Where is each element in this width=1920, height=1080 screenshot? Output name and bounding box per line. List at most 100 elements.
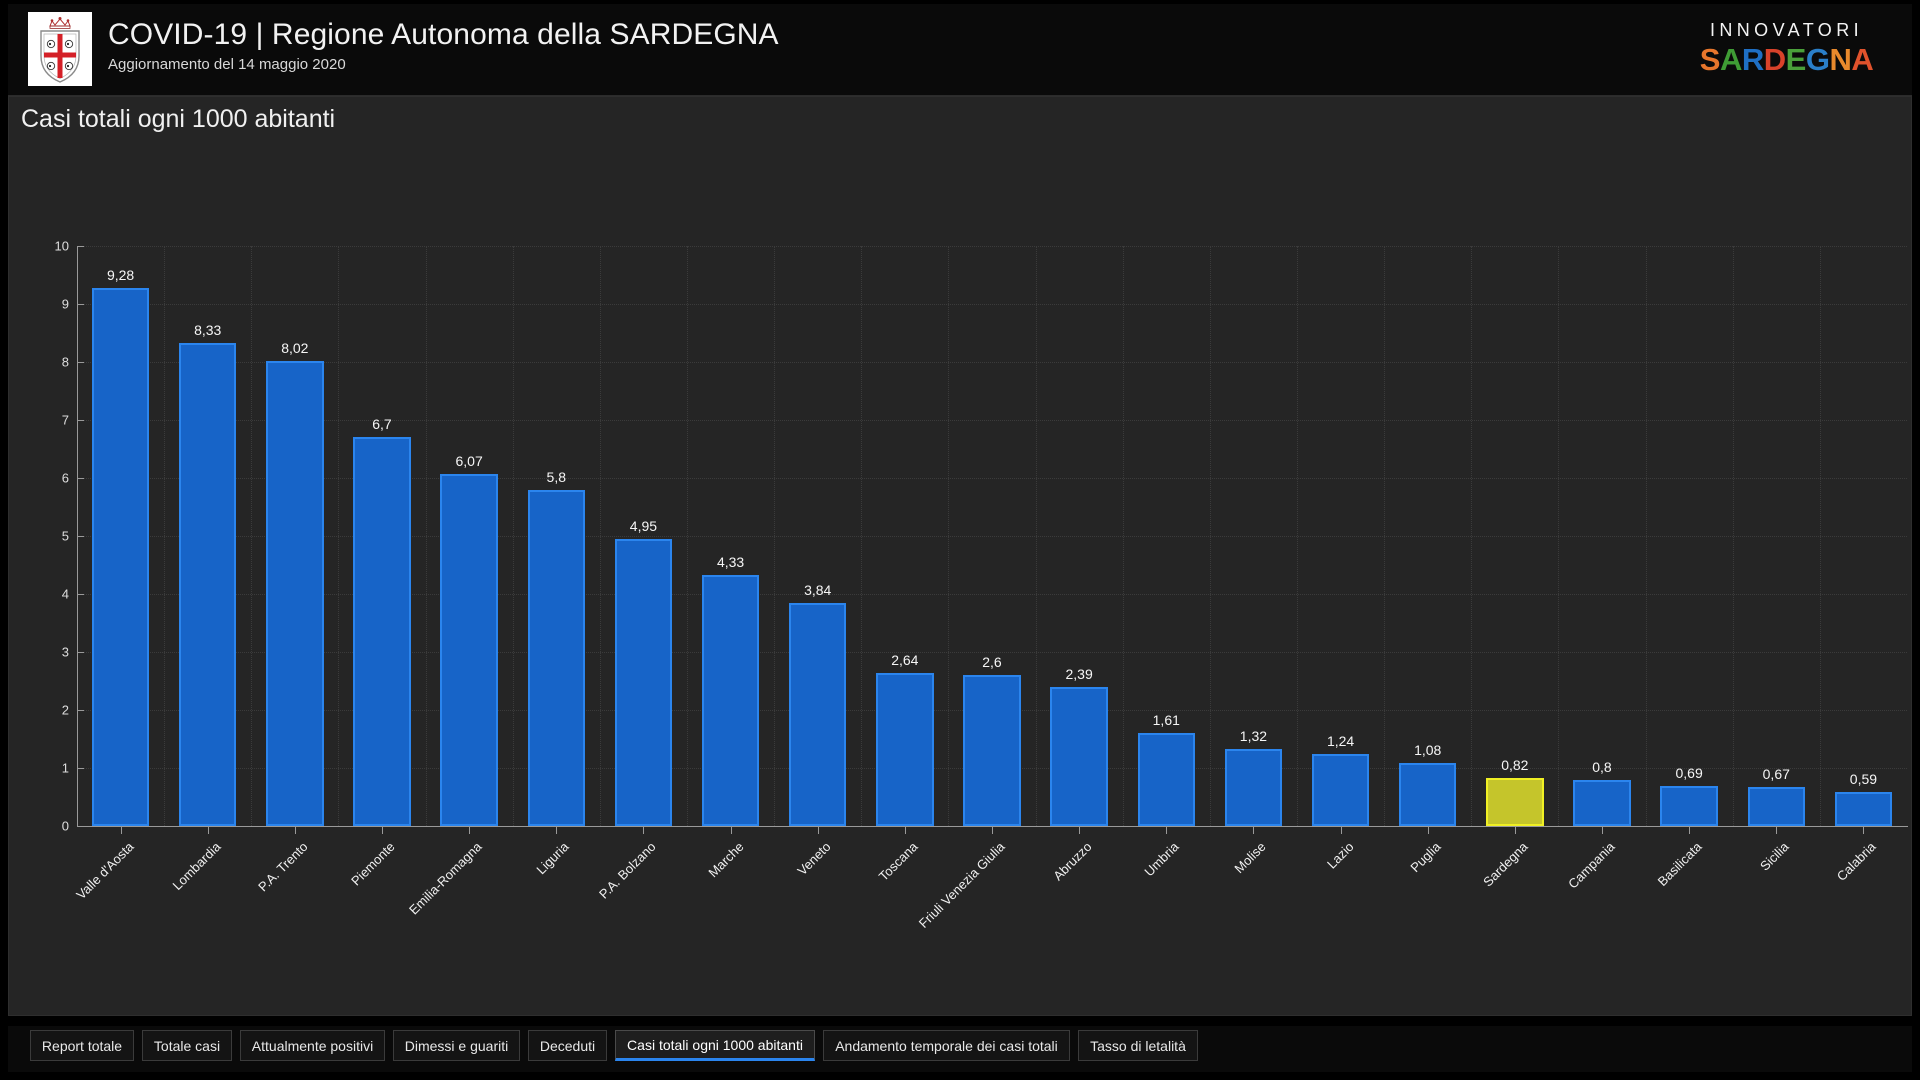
tab-dimessi-e-guariti[interactable]: Dimessi e guariti (393, 1030, 520, 1061)
bar-group[interactable]: 0,69 (1660, 246, 1718, 826)
bar-p-a-trento[interactable] (266, 360, 324, 826)
x-axis-category-label: Friuli Venezia Giulia (915, 839, 1008, 931)
gridline-vertical (338, 246, 340, 826)
bar-puglia[interactable] (1398, 763, 1457, 826)
bar-group[interactable]: 0,8 (1573, 246, 1631, 826)
bar-value-label: 1,32 (1239, 728, 1268, 745)
tab-deceduti[interactable]: Deceduti (528, 1030, 607, 1061)
bar-lazio[interactable] (1311, 754, 1370, 826)
bar-group[interactable]: 2,39 (1050, 246, 1108, 826)
gridline-horizontal (77, 652, 1907, 653)
x-axis-tick-mark (643, 827, 645, 834)
bar-friuli-venezia-giulia[interactable] (963, 675, 1021, 826)
x-axis-tick-mark (382, 827, 383, 834)
x-axis-tick-mark (992, 827, 993, 834)
x-axis-category-label: Basilicata (1654, 839, 1705, 889)
logo-letter-1: A (1719, 42, 1742, 77)
gridline-vertical (512, 246, 514, 826)
bar-piemonte[interactable] (353, 437, 411, 826)
y-axis-tick-mark (77, 304, 84, 305)
page-title: COVID-19 | Regione Autonoma della SARDEG… (108, 18, 779, 51)
bar-p-a-bolzano[interactable] (614, 538, 673, 826)
bar-group[interactable]: 8,02 (266, 246, 324, 826)
y-axis-tick-mark (77, 652, 84, 653)
x-axis-tick-mark (1514, 827, 1516, 834)
bar-valle-d-aosta[interactable] (91, 287, 150, 826)
bar-group[interactable]: 1,32 (1224, 246, 1283, 826)
bar-value-label: 2,39 (1065, 666, 1093, 683)
bar-group[interactable]: 8,33 (178, 246, 237, 826)
x-axis-category-label: Umbria (1141, 839, 1182, 880)
bar-group[interactable]: 0,82 (1486, 246, 1544, 826)
header-title-block: COVID-19 | Regione Autonoma della SARDEG… (108, 18, 779, 73)
bar-value-label: 2,64 (891, 651, 919, 668)
chart-panel: Casi totali ogni 1000 abitanti 9,28 8,33 8… (8, 96, 1912, 1016)
bar-campania[interactable] (1573, 779, 1631, 826)
x-axis-line (77, 826, 1908, 827)
x-axis-tick-mark (1689, 827, 1691, 834)
gridline-vertical (1471, 246, 1473, 826)
bar-group[interactable]: 0,67 (1747, 246, 1806, 826)
tab-andamento-temporale-dei-casi-totali[interactable]: Andamento temporale dei casi totali (823, 1030, 1070, 1061)
x-axis-tick-mark (1427, 827, 1429, 834)
x-axis-category-label: P.A. Bolzano (596, 839, 660, 902)
bar-basilicata[interactable] (1660, 785, 1718, 826)
gridline-vertical (599, 246, 601, 826)
x-axis-category-label: Lazio (1323, 839, 1357, 872)
bar-calabria[interactable] (1834, 791, 1893, 826)
bar-group[interactable]: 1,61 (1137, 246, 1196, 826)
logo-letter-4: E (1785, 42, 1807, 77)
y-axis-tick-mark (77, 362, 84, 363)
bar-group[interactable]: 4,33 (701, 246, 760, 826)
bar-veneto[interactable] (788, 603, 847, 826)
bar-group[interactable]: 2,6 (963, 246, 1021, 826)
bar-umbria[interactable] (1137, 732, 1196, 826)
x-axis-tick-mark (294, 827, 296, 834)
bar-emilia-romagna[interactable] (440, 473, 498, 826)
tab-report-totale[interactable]: Report totale (30, 1030, 134, 1061)
x-axis-tick-mark (1602, 827, 1603, 834)
bar-abruzzo[interactable] (1050, 687, 1108, 826)
y-axis-tick-label: 7 (61, 412, 69, 428)
bar-group[interactable]: 3,84 (788, 246, 847, 826)
bar-group[interactable]: 1,08 (1398, 246, 1457, 826)
bar-value-label: 5,8 (546, 468, 566, 485)
bar-sardegna[interactable] (1486, 778, 1544, 826)
x-axis-category-label: Emilia-Romagna (406, 839, 485, 918)
tab-attualmente-positivi[interactable]: Attualmente positivi (240, 1030, 385, 1061)
y-axis-tick-mark (77, 246, 84, 247)
bar-liguria[interactable] (527, 489, 586, 826)
y-axis-tick-label: 9 (61, 296, 69, 312)
bar-group[interactable]: 6,7 (353, 246, 411, 826)
bar-group[interactable]: 9,28 (91, 246, 150, 826)
chart-title: Casi totali ogni 1000 abitanti (21, 105, 336, 133)
bar-group[interactable]: 4,95 (614, 246, 673, 826)
bar-molise[interactable] (1224, 749, 1283, 826)
x-axis-tick-mark (207, 827, 209, 834)
bar-lombardia[interactable] (178, 342, 237, 826)
page-header: COVID-19 | Regione Autonoma della SARDEG… (8, 4, 1912, 96)
tab-totale-casi[interactable]: Totale casi (142, 1030, 232, 1061)
x-axis-category-label: P.A. Trento (255, 839, 311, 895)
bar-marche[interactable] (701, 574, 760, 826)
x-axis-category-label: Liguria (533, 839, 572, 878)
bar-group[interactable]: 1,24 (1311, 246, 1370, 826)
x-axis-tick-mark (904, 827, 906, 834)
x-axis-category-label: Valle d'Aosta (72, 839, 137, 903)
bar-toscana[interactable] (876, 672, 934, 826)
tab-casi-totali-ogni-1000-abitanti[interactable]: Casi totali ogni 1000 abitanti (615, 1030, 815, 1061)
x-axis-category-label: Marche (704, 839, 747, 881)
tab-tasso-di-letalit-[interactable]: Tasso di letalità (1078, 1030, 1198, 1061)
x-axis-category-label: Calabria (1834, 839, 1880, 884)
bar-sicilia[interactable] (1747, 787, 1806, 826)
x-axis-tick-mark (730, 827, 732, 834)
y-axis-tick-label: 8 (61, 354, 69, 370)
bar-group[interactable]: 5,8 (527, 246, 586, 826)
bar-group[interactable]: 2,64 (876, 246, 934, 826)
y-axis-tick-label: 0 (61, 818, 69, 834)
bar-group[interactable]: 6,07 (440, 246, 498, 826)
bar-group[interactable]: 0,59 (1834, 246, 1893, 826)
x-axis-tick-mark (1863, 827, 1865, 834)
gridline-horizontal (77, 362, 1907, 363)
